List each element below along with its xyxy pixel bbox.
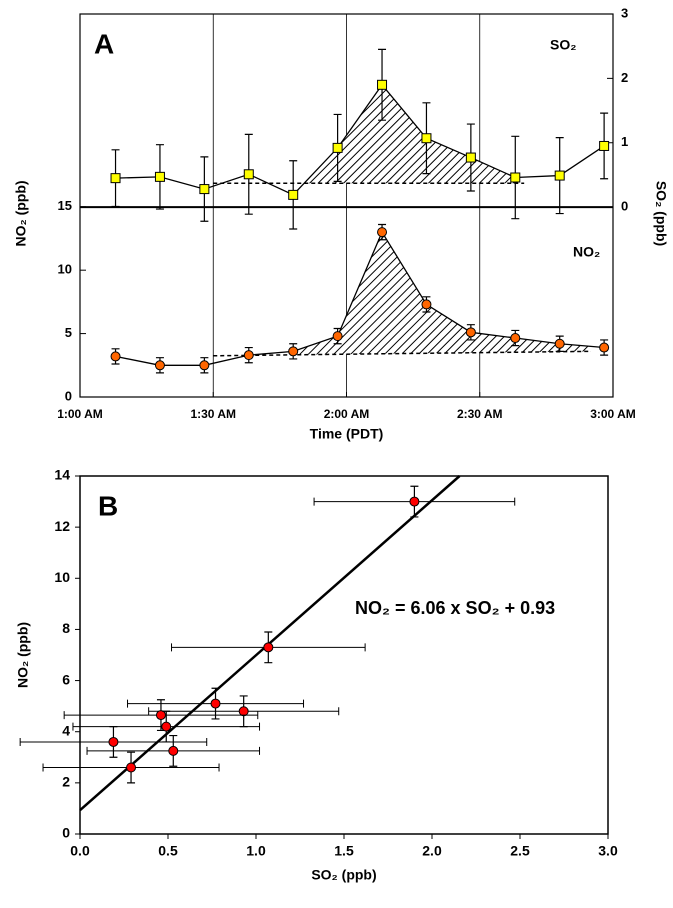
y-tick-label: 4 xyxy=(62,722,70,738)
marker xyxy=(288,189,299,200)
x-tick-label: 2.5 xyxy=(510,843,530,859)
marker xyxy=(154,360,165,371)
marker xyxy=(332,331,343,342)
x-tick-label: 0.0 xyxy=(70,843,90,859)
marker xyxy=(199,360,210,371)
y2-axis-label: SO₂ (ppb) xyxy=(653,181,669,246)
marker xyxy=(108,736,119,747)
marker xyxy=(238,706,249,717)
y-tick-label: 0 xyxy=(65,388,72,403)
y2-tick-label: 3 xyxy=(621,5,628,20)
y2-tick-label: 2 xyxy=(621,70,628,85)
marker xyxy=(155,710,166,721)
y2-tick-label: 0 xyxy=(621,199,628,214)
series-line xyxy=(115,230,605,366)
marker xyxy=(465,327,476,338)
marker xyxy=(554,170,565,181)
marker xyxy=(110,351,121,362)
x-tick-label: 3.0 xyxy=(598,843,618,859)
y-tick-label: 8 xyxy=(62,620,70,636)
marker xyxy=(199,184,210,195)
y-axis-label: NO₂ (ppb) xyxy=(13,180,29,246)
marker xyxy=(243,350,254,361)
series-label: NO₂ xyxy=(573,244,600,260)
marker xyxy=(288,346,299,357)
marker xyxy=(421,299,432,310)
marker xyxy=(599,342,610,353)
marker xyxy=(465,152,476,163)
shaded-area xyxy=(297,232,591,355)
plot-frame xyxy=(79,475,609,835)
marker xyxy=(409,496,420,507)
marker xyxy=(243,169,254,180)
x-axis-label: Time (PDT) xyxy=(310,426,384,442)
marker xyxy=(154,171,165,182)
marker xyxy=(510,172,521,183)
y-tick-label: 15 xyxy=(58,198,72,213)
panel-label: B xyxy=(98,490,118,521)
y-tick-label: 0 xyxy=(62,825,70,841)
x-tick-label: 1.5 xyxy=(334,843,354,859)
marker xyxy=(168,745,179,756)
panel-label: A xyxy=(94,28,114,59)
marker xyxy=(510,333,521,344)
marker xyxy=(332,142,343,153)
marker xyxy=(126,762,137,773)
marker xyxy=(599,140,610,151)
x-tick-label: 1.0 xyxy=(246,843,266,859)
marker xyxy=(377,79,388,90)
plot-frame xyxy=(79,13,614,398)
marker xyxy=(210,698,221,709)
marker xyxy=(377,227,388,238)
x-tick-label: 1:30 AM xyxy=(190,407,236,421)
y-tick-label: 12 xyxy=(54,518,70,534)
x-tick-label: 1:00 AM xyxy=(57,407,103,421)
y-tick-label: 2 xyxy=(62,774,70,790)
x-tick-label: 2:00 AM xyxy=(324,407,370,421)
x-tick-label: 2.0 xyxy=(422,843,442,859)
marker xyxy=(263,642,274,653)
marker xyxy=(421,133,432,144)
fit-equation: NO₂ = 6.06 x SO₂ + 0.93 xyxy=(355,598,555,618)
series-label: SO₂ xyxy=(550,37,576,53)
series-line xyxy=(115,83,605,196)
y2-tick-label: 1 xyxy=(621,134,628,149)
x-axis-label: SO₂ (ppb) xyxy=(311,867,376,883)
y-tick-label: 5 xyxy=(65,325,72,340)
y-tick-label: 14 xyxy=(54,467,70,483)
x-tick-label: 3:00 AM xyxy=(590,407,636,421)
x-tick-label: 2:30 AM xyxy=(457,407,503,421)
marker xyxy=(554,338,565,349)
marker xyxy=(161,721,172,732)
y-axis-label: NO₂ (ppb) xyxy=(15,622,31,688)
y-tick-label: 6 xyxy=(62,671,70,687)
y-tick-label: 10 xyxy=(58,262,72,277)
x-tick-label: 0.5 xyxy=(158,843,178,859)
y-tick-label: 10 xyxy=(54,569,70,585)
marker xyxy=(110,173,121,184)
